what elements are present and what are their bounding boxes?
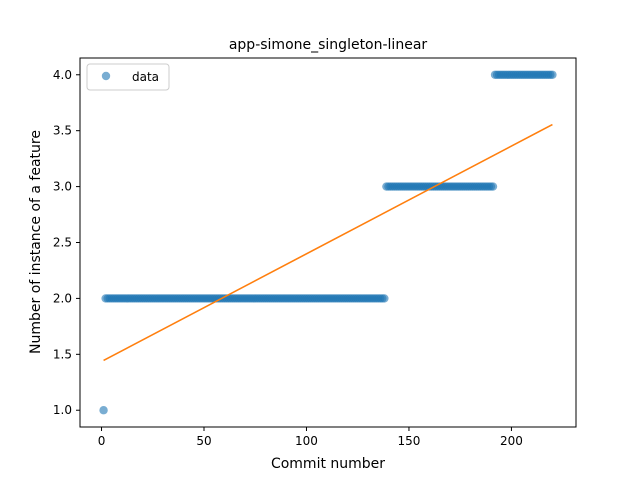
y-tick-label: 3.5 [53,124,72,138]
fit-line [103,123,553,362]
chart-title: app-simone_singleton-linear [229,37,428,53]
y-tick-label: 2.0 [53,291,72,305]
legend-box [86,63,170,91]
legend-marker [101,71,111,81]
x-tick-label: 0 [98,434,106,448]
data-point [488,182,498,191]
x-tick-label: 100 [295,434,318,448]
y-tick-label: 1.5 [53,347,72,361]
data-point [99,406,108,415]
x-tick-label: 50 [196,434,211,448]
y-tick-label: 2.5 [53,236,72,250]
y-tick-label: 1.0 [53,403,72,417]
x-tick-label: 200 [500,434,523,448]
plot-area [79,57,577,428]
y-axis: 1.0 1.5 2.0 2.5 3.0 3.5 4.0 [53,68,80,417]
y-tick-label: 3.0 [53,180,72,194]
y-axis-label: Number of instance of a feature [28,130,44,354]
x-axis-label: Commit number [271,456,385,472]
data-point [380,294,389,303]
x-axis: 0 50 100 150 200 [98,427,523,448]
data-point [548,70,557,79]
x-tick-label: 150 [398,434,421,448]
legend-label: data [132,70,159,84]
y-tick-label: 4.0 [53,68,72,82]
legend: data [86,63,170,91]
